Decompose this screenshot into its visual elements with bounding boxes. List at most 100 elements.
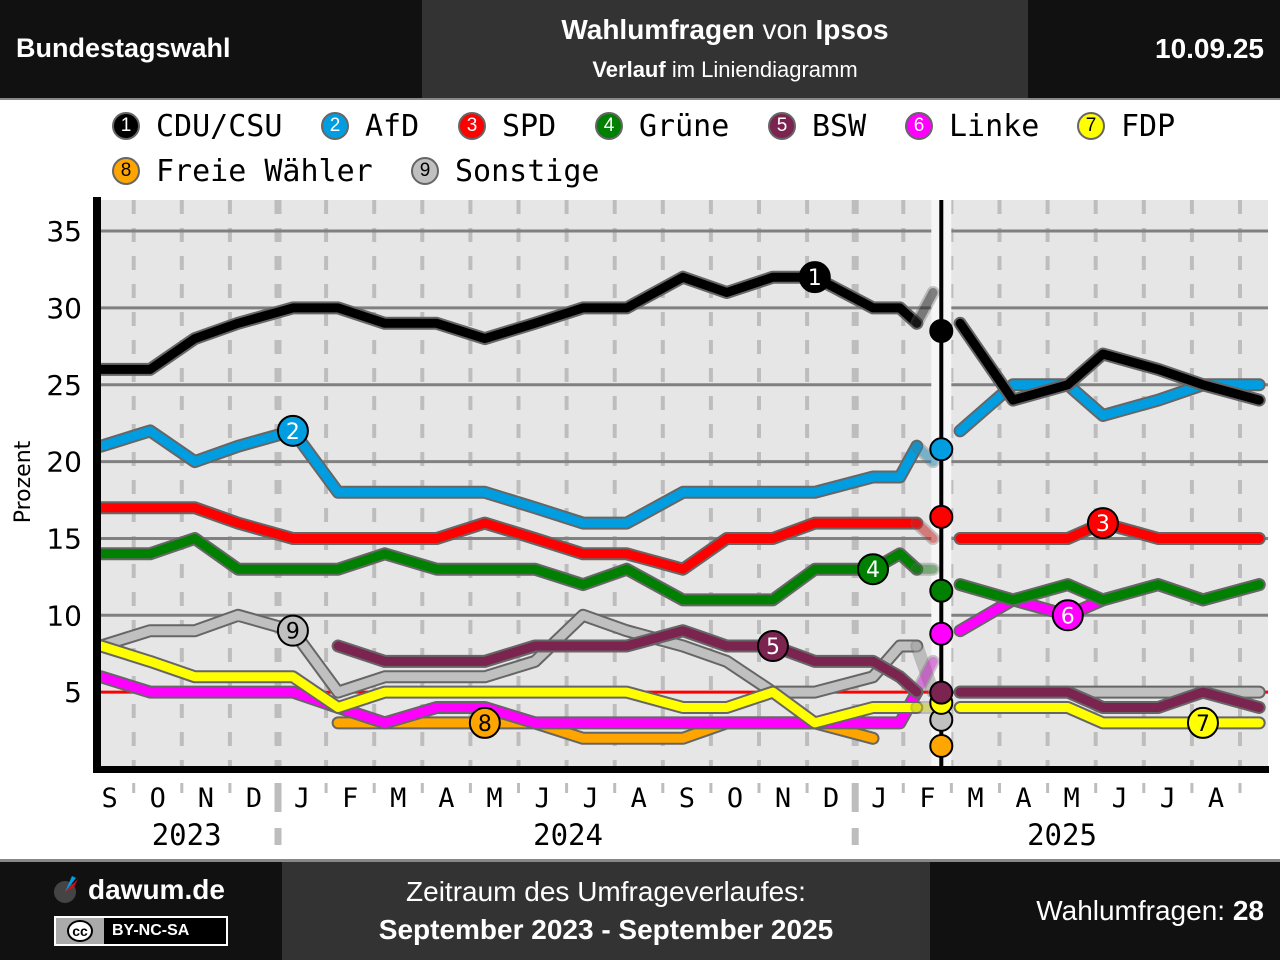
x-tick-label: J (534, 783, 550, 814)
election-result-marker-grüne (929, 578, 954, 603)
series-line (96, 534, 922, 605)
series-label-number: 1 (808, 266, 822, 291)
x-axis (93, 766, 1269, 773)
cc-icon-text: cc (67, 920, 93, 942)
x-tick-label: M (967, 783, 983, 814)
legend-item-bsw: 5 BSW (768, 108, 866, 144)
x-tick-label: J (294, 783, 310, 814)
chart-subtitle: Verlauf im Liniendiagramm (422, 57, 1028, 83)
legend-item-cdu-csu: 1 CDU/CSU (112, 108, 282, 144)
series-label-marker (1051, 599, 1084, 632)
period-label: Zeitraum des Umfrageverlaufes: (406, 876, 806, 907)
x-tick-label: O (727, 783, 743, 814)
footer-right: Wahlumfragen: 28 (930, 862, 1280, 960)
legend-marker: 9 (411, 157, 439, 185)
legend-label: Grüne (639, 108, 730, 144)
series-line (955, 687, 1264, 712)
footer-center: Zeitraum des Umfrageverlaufes: September… (282, 862, 930, 960)
header-divider (0, 98, 1280, 100)
series-label-number: 7 (1196, 712, 1210, 737)
series-outline (910, 286, 940, 330)
brand-name: dawum.de (88, 874, 225, 905)
legend-item-fdp: 7 FDP (1077, 108, 1175, 144)
election-result-marker-spd (929, 504, 954, 529)
series-label-number: 5 (766, 635, 780, 660)
series-outline (910, 639, 940, 699)
legend-marker: 1 (112, 112, 140, 140)
legend-item-grüne: 4 Grüne (595, 108, 729, 144)
series-line (912, 641, 938, 697)
series-line (96, 610, 922, 697)
series-label-marker (276, 614, 309, 647)
series-line (955, 318, 1264, 405)
y-tick-label: 10 (46, 599, 82, 632)
legend-marker: 2 (321, 112, 349, 140)
dawum-logo-icon (54, 876, 78, 903)
series-label-marker (1086, 507, 1119, 540)
x-tick-label: N (198, 783, 214, 814)
x-tick-label: D (823, 783, 839, 814)
legend-item-spd: 3 SPD (458, 108, 556, 144)
license-badge[interactable]: cc BY-NC-SA (54, 916, 228, 946)
legend-label: FDP (1121, 108, 1176, 144)
series-label-number: 8 (478, 712, 492, 737)
series-outline (910, 439, 940, 469)
year-label: 2024 (533, 818, 603, 852)
y-tick-label: 15 (46, 522, 82, 555)
series-label-marker (798, 261, 831, 294)
series-line (333, 626, 922, 697)
legend-label: BSW (812, 108, 867, 144)
y-tick-label: 25 (46, 369, 82, 402)
series-label-number: 4 (866, 558, 880, 583)
series-label-number: 2 (286, 420, 300, 445)
legend-label: Freie Wähler (156, 153, 373, 189)
series-line (96, 503, 922, 574)
election-result-marker-freie-wähler (929, 733, 954, 758)
series-outline (910, 516, 940, 545)
legend-marker: 6 (905, 112, 933, 140)
license-label: BY-NC-SA (112, 922, 190, 939)
series-line (96, 641, 922, 728)
year-label: 2025 (1027, 818, 1097, 852)
x-tick-label: A (1015, 783, 1031, 814)
series-label-marker (1186, 706, 1219, 739)
x-tick-label: D (246, 783, 262, 814)
x-tick-label: M (390, 783, 406, 814)
poll-count-label: Wahlumfragen: (1036, 895, 1233, 926)
legend-item-freie-wähler: 8 Freie Wähler (112, 153, 373, 189)
legend-label: CDU/CSU (156, 108, 283, 144)
chart-title: Wahlumfragen von Ipsos (422, 14, 1028, 46)
x-tick-label: N (775, 783, 791, 814)
x-tick-label: A (1208, 783, 1224, 814)
series-cdu-csu (94, 270, 1266, 407)
series-label-marker (468, 706, 501, 739)
footer-divider (0, 859, 1280, 862)
election-result-marker-cdu-csu (929, 318, 954, 343)
election-result-marker-afd (929, 437, 954, 462)
legend-item-afd: 2 AfD (321, 108, 419, 144)
header-center: Wahlumfragen von Ipsos Verlauf im Linien… (422, 0, 1028, 98)
poll-count: Wahlumfragen: 28 (1036, 895, 1264, 927)
date-label: 10.09.25 (1155, 33, 1264, 64)
footer-left: dawum.de cc BY-NC-SA (0, 862, 282, 960)
subtitle-part: Verlauf (592, 57, 666, 82)
legend-label: AfD (365, 108, 420, 144)
brand[interactable]: dawum.de (52, 874, 225, 906)
series-label-marker (856, 553, 889, 586)
election-title: Bundestagswahl (16, 33, 231, 63)
x-tick-label: S (679, 783, 695, 814)
x-tick-label: M (1064, 783, 1080, 814)
poll-count-value: 28 (1232, 895, 1264, 926)
x-tick-label: J (871, 783, 887, 814)
series-label-number: 3 (1096, 512, 1110, 537)
period-value: September 2023 - September 2025 (378, 914, 834, 945)
x-tick-label: A (438, 783, 454, 814)
x-tick-label: F (342, 783, 358, 814)
series-label-marker (276, 414, 309, 447)
series-label-number: 6 (1061, 604, 1075, 629)
series-line (96, 426, 922, 528)
header-right: 10.09.25 (1028, 0, 1280, 98)
x-tick-label: M (486, 783, 502, 814)
x-tick-label: A (631, 783, 647, 814)
